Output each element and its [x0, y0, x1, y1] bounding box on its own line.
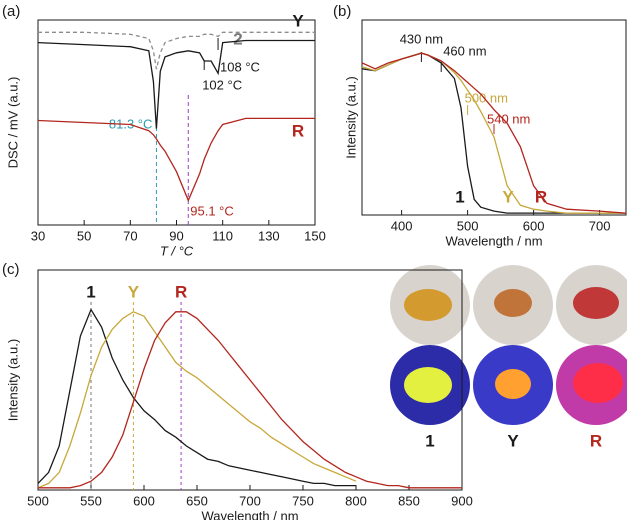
annotation: 430 nm — [400, 31, 443, 46]
x-tick-label: 550 — [80, 493, 102, 508]
x-tick-label: 650 — [186, 493, 208, 508]
x-axis-title: T / °C — [160, 243, 194, 258]
x-tick-label: 700 — [239, 493, 261, 508]
series-line — [37, 311, 357, 489]
x-axis-title: Wavelength / nm — [201, 508, 298, 520]
photo-label: R — [590, 431, 602, 450]
sample — [404, 367, 452, 403]
y-axis-title: Intensity (a.u.) — [5, 339, 20, 421]
x-tick-label: 600 — [523, 218, 545, 233]
x-tick-label: 750 — [292, 493, 314, 508]
sample — [573, 287, 619, 319]
series-line — [37, 308, 356, 487]
x-tick-label: 50 — [77, 228, 91, 243]
sample — [495, 369, 531, 399]
series-label: Y — [502, 187, 514, 206]
x-tick-label: 400 — [391, 218, 413, 233]
annotation: 500 nm — [465, 90, 508, 105]
sample — [573, 363, 623, 403]
x-axis-title: Wavelength / nm — [445, 233, 542, 248]
y-axis-title: DSC / mV (a.u.) — [5, 77, 20, 169]
series-line — [361, 52, 627, 214]
panel-label: (a) — [2, 3, 20, 20]
x-tick-label: 30 — [31, 228, 45, 243]
series-line — [37, 39, 315, 129]
x-tick-label: 500 — [457, 218, 479, 233]
series-line — [37, 117, 315, 203]
x-tick-label: 70 — [123, 228, 137, 243]
series-label: R — [292, 121, 304, 140]
series-label: Y — [128, 282, 140, 301]
series-label: 1 — [86, 282, 95, 301]
plot-frame — [361, 19, 627, 216]
series-label: Y — [292, 11, 304, 30]
panel-label: (b) — [333, 3, 351, 20]
annotation: 102 °C — [202, 77, 242, 92]
sample — [494, 289, 532, 317]
x-tick-label: 850 — [398, 493, 420, 508]
photos — [390, 265, 627, 425]
series-line — [38, 31, 315, 70]
annotation: 540 nm — [487, 111, 530, 126]
x-tick-label: 90 — [169, 228, 183, 243]
annotation: 460 nm — [443, 43, 486, 58]
panel-label: (c) — [2, 261, 20, 278]
x-tick-label: 700 — [589, 218, 611, 233]
x-tick-label: 110 — [212, 228, 233, 243]
series-label: R — [175, 282, 187, 301]
x-tick-label: 500 — [27, 493, 49, 508]
x-tick-label: 900 — [451, 493, 473, 508]
annotation: 108 °C — [220, 59, 260, 74]
x-tick-label: 800 — [345, 493, 367, 508]
y-axis-title: Intensity (a.u.) — [343, 76, 358, 158]
photo-label: Y — [507, 431, 519, 450]
series-line — [38, 311, 462, 489]
photo-label: 1 — [425, 431, 434, 450]
annotation: 95.1 °C — [190, 203, 234, 218]
series-label: 2 — [233, 29, 242, 48]
x-tick-label: 150 — [304, 228, 326, 243]
sample — [404, 289, 452, 321]
series-label: R — [535, 187, 547, 206]
series-label: 1 — [455, 187, 464, 206]
x-tick-label: 130 — [258, 228, 280, 243]
x-tick-label: 600 — [133, 493, 155, 508]
